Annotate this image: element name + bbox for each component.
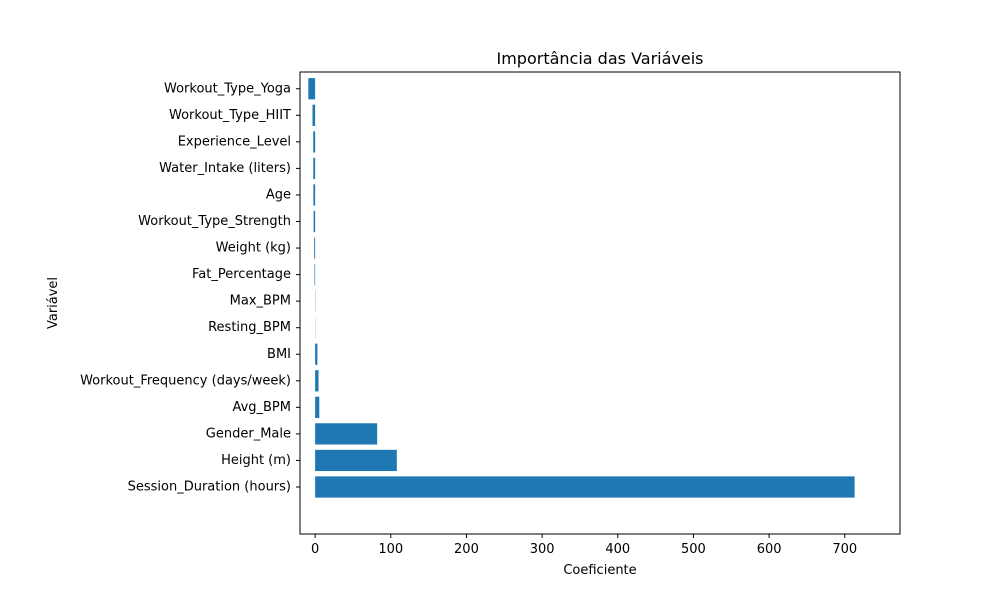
- x-tick-label: 600: [757, 542, 782, 557]
- y-tick-label: Workout_Type_Yoga: [164, 81, 291, 96]
- y-tick-label: Session_Duration (hours): [128, 480, 291, 495]
- bar-age: [313, 184, 316, 206]
- y-tick-label: Workout_Frequency (days/week): [80, 373, 291, 388]
- y-tick-label: Weight (kg): [216, 241, 291, 256]
- bar-workout-type-strength: [313, 210, 316, 233]
- bar-gender-male: [315, 423, 378, 445]
- x-axis-ticks: 0 100 200 300 400 500 600 700: [311, 534, 857, 557]
- y-tick-label: Workout_Type_HIIT: [169, 108, 291, 123]
- y-tick-label: Avg_BPM: [232, 400, 291, 415]
- y-tick-label: Gender_Male: [206, 426, 291, 441]
- bar-experience-level: [313, 131, 316, 153]
- y-tick-label: Age: [266, 187, 291, 202]
- bar-workout-frequency-days-week: [315, 370, 319, 392]
- y-tick-label: Water_Intake (liters): [159, 161, 291, 176]
- y-tick-label: BMI: [267, 347, 291, 362]
- bar-session-duration-hours: [315, 476, 855, 498]
- y-tick-label: Experience_Level: [178, 134, 291, 149]
- x-tick-label: 100: [378, 542, 403, 557]
- bar-height-m: [315, 449, 397, 472]
- bar-bmi: [315, 343, 318, 365]
- x-tick-label: 400: [605, 542, 630, 557]
- y-tick-label: Height (m): [221, 453, 291, 468]
- x-tick-label: 500: [681, 542, 706, 557]
- x-tick-label: 0: [311, 542, 319, 557]
- plot-frame: [299, 71, 901, 535]
- bar-workout-type-yoga: [308, 78, 316, 100]
- bars-group: [308, 78, 855, 498]
- y-tick-label: Max_BPM: [230, 294, 291, 309]
- y-tick-label: Workout_Type_Strength: [138, 214, 291, 229]
- bar-workout-type-hiit: [312, 104, 316, 126]
- y-tick-label: Resting_BPM: [208, 320, 291, 335]
- x-tick-label: 200: [454, 542, 479, 557]
- bar-avg-bpm: [315, 396, 320, 418]
- bar-weight-kg: [314, 237, 316, 259]
- y-axis-ticks: Session_Duration (hours) Height (m) Gender…: [80, 81, 300, 495]
- x-axis-label: Coeficiente: [563, 563, 636, 578]
- bar-fat-percentage: [314, 263, 316, 286]
- chart-title: Importância das Variáveis: [497, 49, 704, 68]
- x-tick-label: 300: [530, 542, 555, 557]
- y-axis-label: Variável: [46, 277, 61, 329]
- x-tick-label: 700: [832, 542, 857, 557]
- bar-water-intake-liters: [313, 157, 316, 180]
- y-tick-label: Fat_Percentage: [192, 267, 291, 282]
